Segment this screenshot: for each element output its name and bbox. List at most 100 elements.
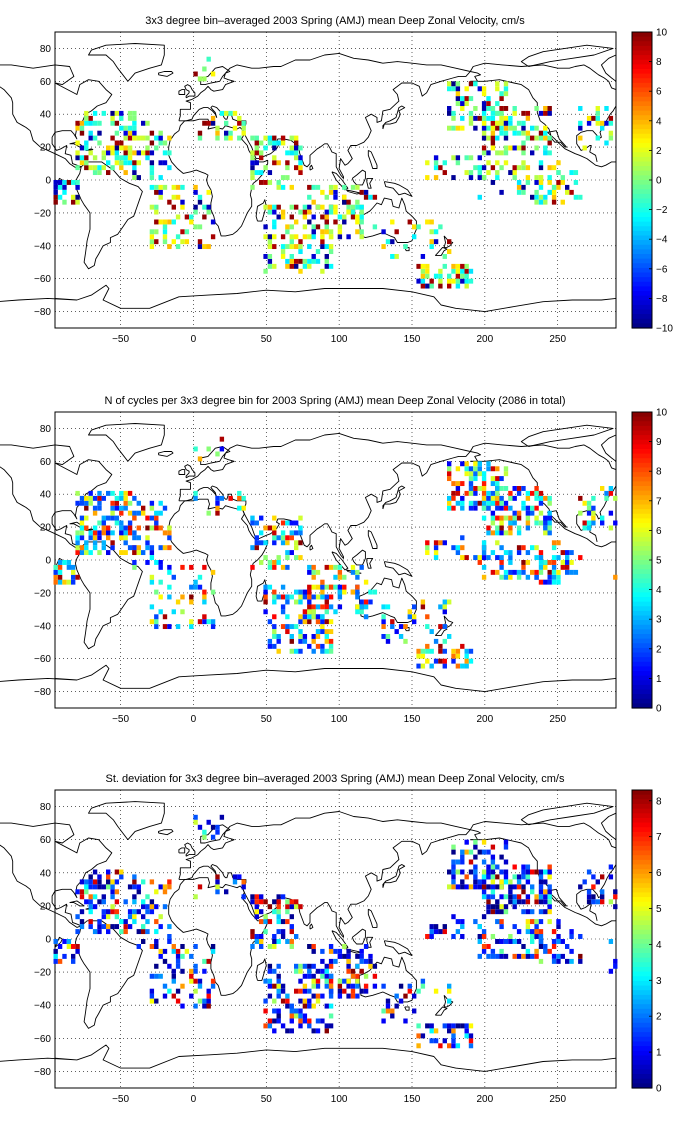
data-cell [311, 224, 316, 230]
data-cell [84, 110, 89, 116]
data-cell [385, 1008, 391, 1014]
data-cell [84, 889, 89, 895]
data-cell [499, 165, 504, 171]
data-cell [324, 1028, 329, 1034]
data-cell [62, 184, 67, 190]
data-cell [71, 194, 76, 200]
data-cell [512, 495, 517, 501]
data-cell [167, 884, 172, 890]
data-cell [530, 919, 535, 925]
colorbar-band [632, 808, 652, 814]
data-cell [495, 466, 500, 472]
data-cell [359, 219, 364, 225]
x-tick-label: 250 [549, 1094, 566, 1105]
data-cell [298, 619, 303, 625]
colorbar-band [632, 124, 652, 130]
data-cell [547, 530, 552, 536]
data-cell [543, 525, 548, 531]
data-cell [447, 86, 452, 92]
data-cell [294, 145, 299, 151]
data-cell [342, 214, 347, 220]
coastline-segment [178, 811, 471, 938]
data-cell [298, 170, 303, 176]
data-cell [127, 530, 133, 536]
data-cell [294, 899, 299, 905]
data-cell [57, 574, 63, 580]
data-cell [307, 963, 312, 969]
data-cell [289, 1008, 294, 1014]
data-cell [184, 214, 190, 220]
data-cell [97, 929, 102, 935]
data-cell [79, 919, 85, 925]
data-cell [311, 229, 316, 235]
data-cell [447, 1028, 452, 1034]
data-cell [97, 500, 102, 506]
data-cell [477, 486, 482, 491]
data-cell [110, 135, 115, 141]
data-cell [604, 140, 609, 146]
data-cell [276, 904, 281, 910]
colorbar-band [632, 439, 652, 445]
data-cell [503, 145, 509, 151]
data-cell [136, 525, 141, 531]
data-cell [521, 953, 526, 959]
data-cell [215, 824, 220, 830]
data-cell [162, 219, 168, 225]
data-cell [390, 254, 395, 259]
data-cell [307, 209, 312, 215]
data-cell [162, 234, 168, 240]
data-cell [429, 924, 434, 930]
data-cell [503, 515, 509, 521]
data-cell [547, 948, 552, 954]
data-cell [547, 874, 552, 880]
data-cell [372, 589, 378, 595]
data-cell [468, 1043, 474, 1049]
data-cell [495, 874, 500, 880]
data-cell [320, 229, 325, 235]
data-cell [324, 1003, 329, 1009]
data-cell [394, 1003, 399, 1009]
data-cell [429, 239, 434, 245]
data-cell [298, 1023, 303, 1029]
colorbar-band [632, 476, 652, 482]
data-cell [154, 963, 159, 969]
colorbar-band [632, 421, 652, 427]
data-cell [263, 234, 268, 240]
data-cell [464, 155, 469, 161]
data-cell [294, 530, 299, 536]
data-cell [328, 204, 334, 210]
data-cell [228, 130, 233, 136]
colorbar-band [632, 661, 652, 667]
data-cell [503, 530, 509, 536]
data-cell [289, 899, 294, 905]
data-cell [534, 495, 539, 501]
coastline-segment [88, 43, 165, 82]
data-cell [88, 924, 93, 930]
data-cell [534, 569, 539, 575]
x-tick-label: 100 [331, 714, 348, 725]
colorbar-tick-label: 3 [656, 976, 662, 987]
data-cell [591, 115, 596, 121]
y-tick-label: 20 [40, 523, 52, 534]
data-cell [473, 486, 478, 491]
y-tick-label: 40 [40, 490, 52, 501]
data-cell [132, 899, 137, 905]
data-cell [455, 545, 461, 551]
colorbar-band [632, 657, 652, 663]
data-cell [425, 160, 430, 166]
data-cell [280, 929, 286, 935]
data-cell [294, 135, 299, 141]
data-cell [438, 648, 443, 654]
coastline-segment [255, 958, 267, 981]
colorbar-band [632, 272, 652, 278]
data-cell [381, 1008, 386, 1014]
data-cell [272, 204, 277, 210]
data-cell [88, 899, 93, 905]
data-cell [276, 993, 281, 999]
data-cell [481, 145, 487, 151]
data-cell [84, 884, 89, 890]
data-cell [578, 958, 583, 964]
data-cell [416, 224, 421, 230]
data-cell [451, 1033, 456, 1039]
